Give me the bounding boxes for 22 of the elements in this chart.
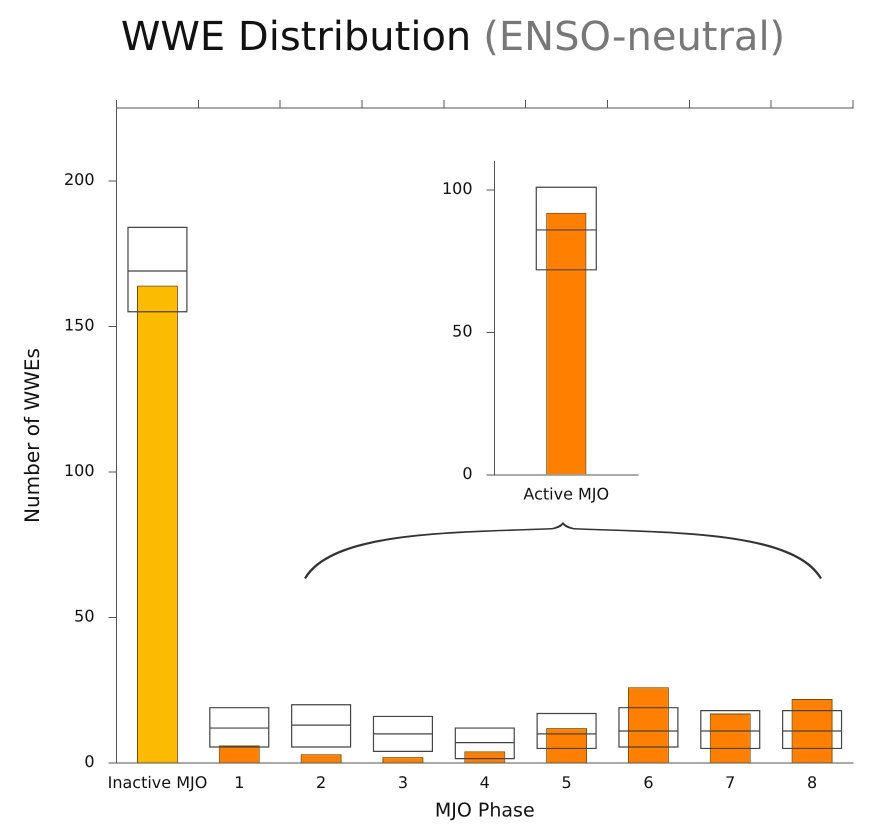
x-tick-label: 3 (398, 772, 408, 792)
x-tick-label: Inactive MJO (108, 772, 208, 792)
x-tick-label: 2 (316, 772, 326, 792)
x-tick-label: 8 (806, 772, 818, 792)
x-tick-label: 5 (562, 772, 572, 792)
chart-title: WWE Distribution (120, 14, 472, 60)
x-tick-label: 1 (234, 772, 244, 792)
y-tick-label: 200 (64, 170, 95, 189)
x-axis-title: MJO Phase (434, 800, 535, 822)
chart-subtitle: (ENSO-neutral) (483, 14, 786, 60)
y-tick-label: 50 (452, 322, 473, 341)
x-tick-label: 4 (480, 772, 490, 792)
y-axis-title: Number of WWEs (20, 348, 44, 523)
y-tick-label: 100 (64, 461, 95, 480)
x-tick-label: 6 (643, 772, 654, 792)
y-tick-label: 0 (462, 464, 473, 483)
y-tick-label: 100 (442, 179, 473, 198)
x-tick-label: 7 (725, 772, 736, 792)
x-tick-label: Active MJO (523, 484, 610, 504)
y-tick-label: 50 (74, 606, 95, 626)
y-tick-label: 0 (84, 752, 95, 772)
y-tick-label: 150 (64, 315, 95, 334)
